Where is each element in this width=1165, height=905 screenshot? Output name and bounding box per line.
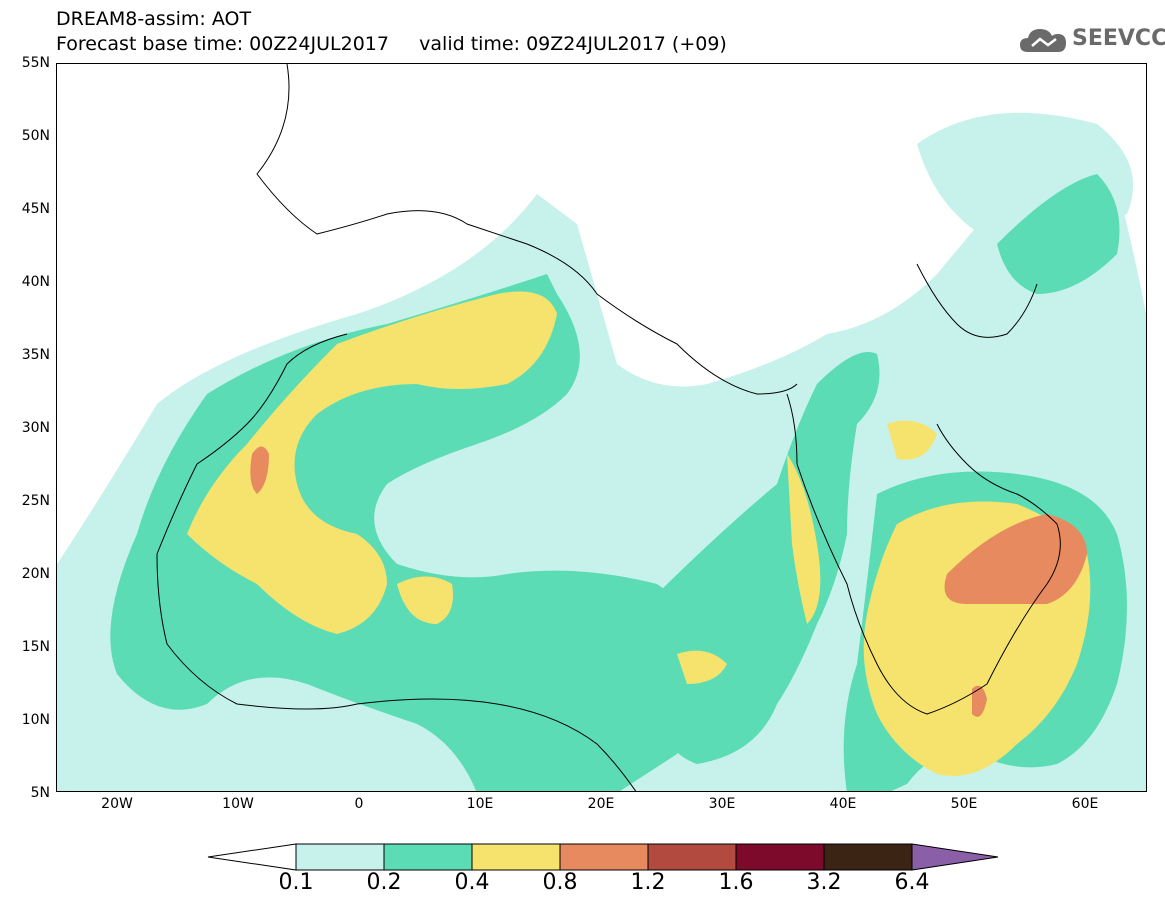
logo-text: SEEVCCC [1072, 26, 1165, 51]
colorbar-swatch-2 [383, 843, 473, 871]
lon-label-40e: 40E [829, 796, 857, 812]
lat-label-25n: 25N [21, 493, 50, 509]
lat-label-10n: 10N [21, 712, 50, 728]
aot-field-0.8 [250, 446, 1087, 717]
colorbar-label-1.6: 1.6 [718, 870, 754, 895]
lon-label-30e: 30E [708, 796, 736, 812]
map-title: DREAM8-assim: AOT [56, 8, 252, 30]
lat-label-45n: 45N [21, 201, 50, 217]
colorbar-swatch-5 [647, 843, 737, 871]
colorbar-swatch-3 [471, 843, 561, 871]
colorbar-swatch-1 [295, 843, 385, 871]
lon-label-0: 0 [354, 796, 364, 812]
colorbar-label-0.8: 0.8 [542, 870, 578, 895]
lon-label-10w: 10W [222, 796, 254, 812]
lat-label-35n: 35N [21, 347, 50, 363]
lat-label-50n: 50N [21, 128, 50, 144]
colorbar-label-0.4: 0.4 [454, 870, 490, 895]
aot-map [57, 64, 1146, 791]
lat-label-5n: 5N [30, 785, 50, 801]
colorbar-label-3.2: 3.2 [806, 870, 842, 895]
colorbar-label-0.2: 0.2 [366, 870, 402, 895]
lat-label-55n: 55N [21, 55, 50, 71]
lat-label-40n: 40N [21, 274, 50, 290]
colorbar-label-0.1: 0.1 [278, 870, 314, 895]
colorbar-under-triangle [207, 843, 297, 871]
coastlines [156, 64, 1061, 791]
cloud-icon [1020, 29, 1066, 52]
lon-label-10e: 10E [466, 796, 494, 812]
colorbar-swatch-4 [559, 843, 649, 871]
colorbar-label-6.4: 6.4 [894, 870, 930, 895]
map-area[interactable] [56, 63, 1147, 792]
lat-label-15n: 15N [21, 639, 50, 655]
colorbar-swatch-7 [823, 843, 913, 871]
aot-field-0.4 [187, 291, 1091, 776]
lon-label-50e: 50E [950, 796, 978, 812]
seevccc-logo: SEEVCCC [1018, 24, 1165, 58]
colorbar-label-1.2: 1.2 [630, 870, 666, 895]
lat-label-30n: 30N [21, 420, 50, 436]
lat-label-20n: 20N [21, 566, 50, 582]
colorbar-swatch-6 [735, 843, 825, 871]
colorbar [207, 843, 999, 871]
lon-label-20e: 20E [587, 796, 615, 812]
lon-label-60e: 60E [1071, 796, 1099, 812]
colorbar-over-triangle [911, 843, 999, 871]
forecast-time-line: Forecast base time: 00Z24JUL2017 valid t… [56, 33, 727, 55]
lon-label-20w: 20W [101, 796, 133, 812]
